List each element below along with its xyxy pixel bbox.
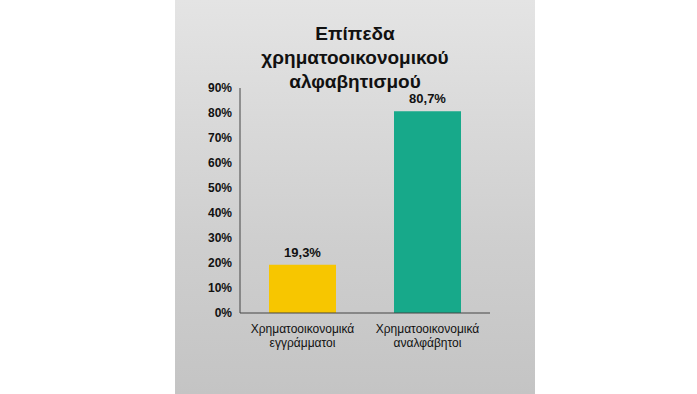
svg-text:60%: 60% [208,156,232,170]
svg-text:30%: 30% [208,231,232,245]
svg-text:Χρηματοοικονομικά: Χρηματοοικονομικά [376,322,480,336]
svg-text:80%: 80% [208,106,232,120]
svg-text:Χρηματοοικονομικά: Χρηματοοικονομικά [251,322,355,336]
svg-text:90%: 90% [208,81,232,95]
svg-text:0%: 0% [215,306,233,320]
svg-text:20%: 20% [208,256,232,270]
svg-text:εγγράμματοι: εγγράμματοι [270,336,336,350]
svg-text:40%: 40% [208,206,232,220]
svg-text:19,3%: 19,3% [284,245,321,260]
svg-text:70%: 70% [208,131,232,145]
svg-text:80,7%: 80,7% [409,91,446,106]
svg-text:50%: 50% [208,181,232,195]
svg-text:10%: 10% [208,281,232,295]
html-text:Επίπεδα χρηματοοικονομικού αλφ: Επίπεδα χρηματοοικονομικού αλφαβητισμού [261,23,449,92]
svg-text:αναλφάβητοι: αναλφάβητοι [394,336,462,350]
